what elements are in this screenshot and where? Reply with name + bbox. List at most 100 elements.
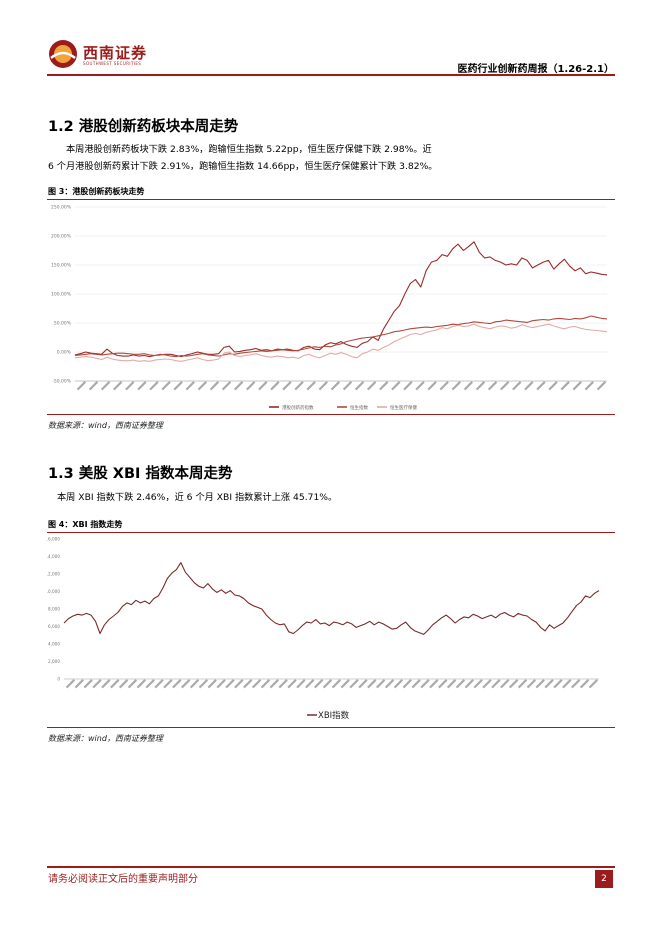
x-tick-label-mark bbox=[536, 381, 546, 391]
y-tick-label: 0.00% bbox=[57, 350, 72, 356]
x-tick-label-mark bbox=[269, 679, 279, 689]
x-tick-label-mark bbox=[446, 679, 457, 689]
x-tick-label-mark bbox=[225, 679, 235, 689]
data-source-4: 数据来源：wind，西南证券整理 bbox=[48, 734, 163, 743]
x-tick-label-mark bbox=[473, 679, 483, 689]
x-tick-label-mark bbox=[74, 679, 84, 689]
header-divider bbox=[47, 74, 615, 76]
y-tick-label: 10,000 bbox=[47, 589, 60, 594]
y-tick-label: 16,000 bbox=[47, 537, 60, 542]
paragraph-xbi: 本周 XBI 指数下跌 2.46%，近 6 个月 XBI 指数累计上涨 45.7… bbox=[57, 492, 338, 503]
hk-innovative-drug-chart: 250.00% 200.00% 150.00% 100.00% 50.00% 0.00% -… bbox=[51, 205, 608, 411]
data-source-3: 数据来源：wind，西南证券整理 bbox=[48, 421, 163, 430]
x-tick-label-mark bbox=[233, 381, 244, 391]
x-tick-label-mark bbox=[487, 381, 498, 391]
x-tick-label-mark bbox=[287, 679, 297, 689]
y-tick-label: 14,000 bbox=[47, 554, 60, 559]
x-tick-label-mark bbox=[243, 679, 253, 689]
figure-label-3: 图 3：港股创新药板块走势 bbox=[48, 187, 145, 196]
x-tick-label-mark bbox=[313, 679, 324, 689]
legend-label-0: XBI指数 bbox=[318, 710, 350, 721]
x-tick-label-mark bbox=[366, 381, 377, 391]
figure-divider-3 bbox=[47, 199, 615, 200]
logo-text-en: SOUTHWEST SECURITIES bbox=[83, 61, 142, 66]
x-tick-label-mark bbox=[172, 679, 182, 689]
x-tick-label-mark bbox=[562, 679, 572, 689]
x-tick-label-mark bbox=[173, 381, 183, 391]
x-tick-label-mark bbox=[118, 679, 129, 689]
x-tick-label-mark bbox=[197, 381, 208, 391]
footer-divider bbox=[47, 866, 615, 868]
x-tick-label-mark bbox=[548, 381, 558, 391]
x-tick-label-mark bbox=[145, 679, 155, 689]
x-tick-label-mark bbox=[234, 679, 244, 689]
x-tick-label-mark bbox=[376, 679, 386, 689]
x-tick-label-mark bbox=[65, 679, 76, 689]
x-tick-label-mark bbox=[185, 381, 195, 391]
x-tick-label-mark bbox=[137, 381, 147, 391]
x-tick-label-mark bbox=[508, 679, 519, 689]
series-line-0 bbox=[74, 241, 608, 358]
y-tick-label: 6,000 bbox=[48, 624, 60, 629]
x-tick-label-mark bbox=[358, 679, 368, 689]
x-tick-label-mark bbox=[278, 679, 288, 689]
x-tick-label-mark bbox=[579, 679, 590, 689]
legend-label-0: 港股创新药指数 bbox=[282, 404, 314, 411]
legend-label-2: 恒生医疗保健 bbox=[390, 404, 417, 411]
y-tick-label: 100.00% bbox=[51, 292, 72, 298]
x-tick-label-mark bbox=[403, 381, 413, 391]
x-tick-label-mark bbox=[491, 679, 501, 689]
y-tick-label: 8,000 bbox=[48, 607, 60, 612]
x-tick-label-mark bbox=[427, 381, 437, 391]
figure-divider-4 bbox=[47, 532, 615, 533]
x-tick-label-mark bbox=[354, 381, 365, 391]
figure-bottom-divider-3 bbox=[47, 414, 615, 415]
x-tick-label-mark bbox=[500, 679, 510, 689]
x-tick-label-mark bbox=[464, 679, 474, 689]
x-tick-label-mark bbox=[154, 679, 164, 689]
x-tick-label-mark bbox=[306, 381, 316, 391]
x-tick-label-mark bbox=[475, 381, 486, 391]
y-tick-label: 4,000 bbox=[48, 642, 60, 647]
x-tick-label-mark bbox=[216, 679, 226, 689]
x-tick-label-mark bbox=[305, 679, 315, 689]
x-tick-label-mark bbox=[439, 381, 449, 391]
x-tick-label-mark bbox=[76, 381, 87, 391]
x-tick-label-mark bbox=[113, 381, 123, 391]
x-tick-label-mark bbox=[482, 679, 492, 689]
figure-bottom-divider-4 bbox=[47, 727, 615, 728]
x-tick-label-mark bbox=[149, 381, 159, 391]
x-tick-label-mark bbox=[451, 381, 461, 391]
legend-label-1: 恒生指数 bbox=[350, 404, 368, 411]
x-tick-label-mark bbox=[180, 679, 191, 689]
series-line-1 bbox=[74, 315, 608, 358]
x-tick-label-mark bbox=[349, 679, 359, 689]
y-tick-label: 0 bbox=[57, 677, 60, 682]
x-tick-label-mark bbox=[438, 679, 448, 689]
x-tick-label-mark bbox=[526, 679, 537, 689]
y-tick-label: -50.00% bbox=[52, 379, 72, 385]
x-tick-label-mark bbox=[384, 679, 395, 689]
report-title: 医药行业创新药周报（1.26-2.1） bbox=[457, 64, 614, 75]
x-tick-label-mark bbox=[584, 381, 594, 391]
x-tick-label-mark bbox=[110, 679, 120, 689]
x-tick-label-mark bbox=[258, 381, 268, 391]
paragraph-hk-line1: 本周港股创新药板块下跌 2.83%，跑输恒生指数 5.22pp，恒生医疗保健下跌… bbox=[66, 144, 432, 155]
y-tick-label: 200.00% bbox=[51, 234, 72, 240]
x-tick-label-mark bbox=[391, 381, 401, 391]
x-tick-label-mark bbox=[560, 381, 570, 391]
y-tick-label: 12,000 bbox=[47, 572, 60, 577]
x-tick-label-mark bbox=[517, 679, 528, 689]
section-title-xbi: 1.3 美股 XBI 指数本周走势 bbox=[48, 466, 233, 482]
x-tick-label-mark bbox=[402, 679, 412, 689]
x-tick-label-mark bbox=[544, 679, 554, 689]
x-tick-label-mark bbox=[246, 381, 256, 391]
series-line-0 bbox=[63, 562, 600, 635]
x-tick-label-mark bbox=[367, 679, 377, 689]
x-tick-label-mark bbox=[88, 381, 99, 391]
footer-disclaimer: 请务必阅读正文后的重要声明部分 bbox=[48, 874, 198, 885]
x-tick-label-mark bbox=[596, 381, 607, 391]
y-tick-label: 2,000 bbox=[48, 659, 60, 664]
x-tick-label-mark bbox=[572, 381, 582, 391]
x-tick-label-mark bbox=[393, 679, 404, 689]
